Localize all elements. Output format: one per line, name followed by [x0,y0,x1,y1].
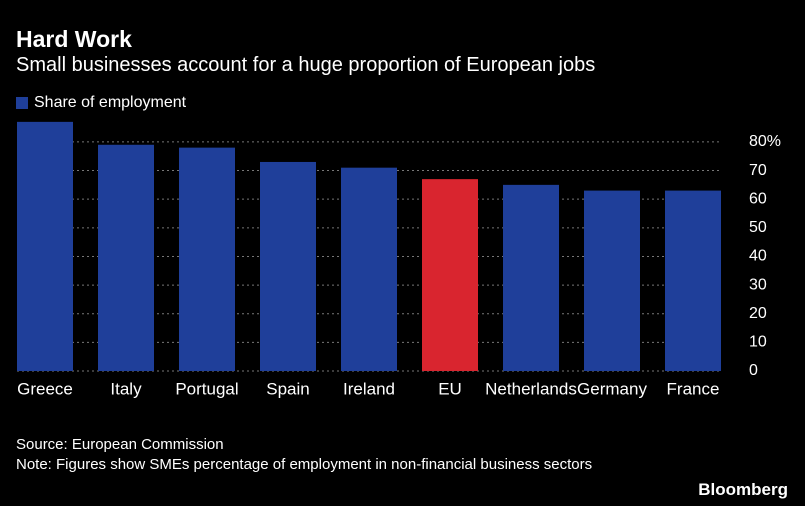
legend-label: Share of employment [34,94,187,111]
x-tick-label: EU [438,379,462,398]
x-tick-label: Italy [110,379,142,398]
chart-title: Hard Work [16,26,132,52]
note: Note: Figures show SMEs percentage of em… [16,456,593,473]
x-tick-label: Ireland [343,379,395,398]
x-tick-label: Portugal [175,379,238,398]
y-tick-label: 70 [749,162,767,179]
x-tick-label: Greece [17,379,73,398]
y-tick-label: 40 [749,248,767,265]
bar [17,121,73,371]
y-tick-label: 10 [749,334,767,351]
bar [665,190,721,371]
y-tick-label: 50 [749,219,767,236]
source: Source: European Commission [16,436,224,453]
y-tick-label: 30 [749,276,767,293]
bar [503,184,559,371]
chart-subtitle: Small businesses account for a huge prop… [16,54,596,76]
y-tick-label: 80% [749,133,781,150]
legend: Share of employment [16,94,186,112]
bar [341,167,397,371]
bar [422,179,478,371]
bar [584,190,640,371]
bar [98,144,154,371]
y-tick-label: 20 [749,305,767,322]
y-tick-label: 60 [749,190,767,207]
y-tick-label: 0 [749,362,758,379]
bar [260,161,316,371]
x-tick-label: Germany [577,379,647,398]
x-tick-label: Netherlands [485,379,577,398]
bar [179,147,235,371]
legend-swatch [16,97,28,109]
x-tick-label: Spain [266,379,309,398]
brand: Bloomberg [698,480,788,499]
x-tick-label: France [667,379,720,398]
